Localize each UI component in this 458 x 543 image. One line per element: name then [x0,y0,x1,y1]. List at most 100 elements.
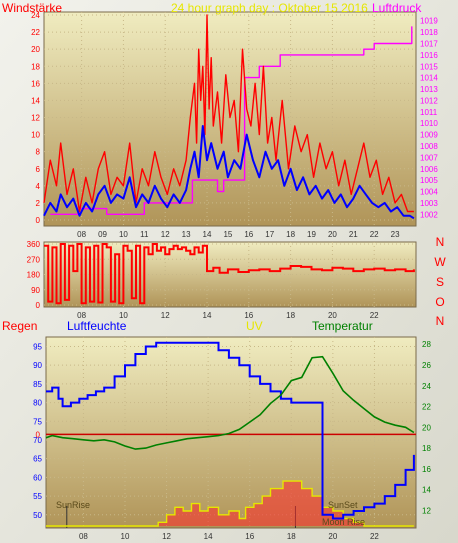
chart-title: 24 hour graph day : Oktober 15 2016 [171,1,368,15]
x-tick-label: 17 [265,230,274,239]
x-tick-label: 10 [119,230,128,239]
wind-tick-label: 20 [31,45,40,54]
gust-line [43,14,414,213]
pressure-tick-label: 1012 [420,96,438,105]
x-tick-label: 14 [203,230,212,239]
x-tick-label: 08 [79,532,88,541]
x-tick-label: 13 [182,230,191,239]
x-tick-label: 22 [370,230,379,239]
temperature-tick-label: 14 [422,486,431,495]
x-tick-label: 20 [328,230,337,239]
direction-tick-label: 270 [27,255,41,264]
x-tick-label: 18 [287,532,296,541]
humidity-tick-label: 90 [33,361,42,370]
uv-line [46,480,414,527]
x-tick-label: 16 [244,230,253,239]
sunrise-annotation: SunRise [56,500,90,510]
compass-label: O [435,295,444,309]
pressure-tick-label: 1011 [420,108,438,117]
x-tick-label: 15 [223,230,232,239]
pressure-tick-label: 1013 [420,85,438,94]
pressure-ticks: 1002 1003 1004 1005 1006 1007 1008 1009 1010 1011… [420,17,438,220]
humidity-label: Luftfeuchte [67,319,127,333]
direction-line [44,243,415,305]
wind-tick-label: 6 [36,165,41,174]
compass-label: N [436,314,445,328]
wind-tick-label: 2 [36,199,41,208]
pressure-tick-label: 1015 [420,62,438,71]
wind-direction-series [44,243,415,305]
wind-tick-label: 0 [36,216,41,225]
humidity-line [46,341,415,520]
direction-tick-label: 90 [31,286,40,295]
sunset-annotation: SunSet [328,500,358,510]
humidity-tick-label: 70 [33,436,42,445]
pressure-tick-label: 1002 [420,210,438,219]
humidity-tick-label: 55 [33,492,42,501]
wind-tick-label: 14 [31,96,40,105]
temperature-tick-label: 16 [422,465,431,474]
direction-tick-label: 0 [36,301,41,310]
x-tick-label: 20 [328,311,337,320]
direction-tick-label: 360 [27,240,41,249]
x-tick-label: 08 [77,311,86,320]
pressure-tick-label: 1004 [420,188,438,197]
x-tick-label: 16 [245,532,254,541]
pressure-tick-label: 1014 [420,74,438,83]
wind-tick-label: 4 [36,182,41,191]
humidity-tick-label: 95 [33,342,42,351]
wind-x-ticks: 08 10 12 14 16 18 20 22 09 11 13 15 17 19 21 23 [77,230,400,239]
wind-tick-label: 24 [31,11,40,20]
pressure-line [50,26,413,215]
humidity-tick-label: 60 [33,473,42,482]
x-tick-label: 09 [98,230,107,239]
x-tick-label: 12 [161,230,170,239]
pressure-tick-label: 1010 [420,119,438,128]
x-tick-label: 12 [161,311,170,320]
wind-tick-label: 12 [31,114,40,123]
wind-pressure-series [43,14,415,220]
pressure-tick-label: 1007 [420,153,438,162]
pressure-axis-label: Luftdruck [372,1,422,15]
wind-direction-panel [43,241,417,308]
x-tick-label: 23 [391,230,400,239]
x-tick-label: 14 [203,311,212,320]
compass-label: N [436,235,445,249]
x-tick-label: 21 [349,230,358,239]
x-tick-label: 18 [286,311,295,320]
temperature-ticks: 12 14 16 18 20 22 24 26 28 [422,340,431,515]
wind-line [43,125,415,220]
rain-tick-label: 0 [36,430,41,439]
temperature-tick-label: 18 [422,444,431,453]
x-tick-label: 10 [121,532,130,541]
wind-tick-label: 18 [31,62,40,71]
temperature-tick-label: 22 [422,403,431,412]
pressure-tick-label: 1009 [420,131,438,140]
pressure-tick-label: 1017 [420,39,438,48]
wind-tick-label: 10 [31,131,40,140]
temperature-label: Temperatur [312,319,373,333]
x-tick-label: 20 [328,532,337,541]
humidity-tick-label: 75 [33,417,42,426]
temperature-tick-label: 12 [422,506,431,515]
pressure-tick-label: 1003 [420,199,438,208]
wind-speed-axis-label: Windstärke [2,1,62,15]
climate-series [45,341,416,528]
humidity-ticks: 50 55 60 65 70 75 80 85 90 95 0 [33,342,42,519]
humidity-tick-label: 80 [33,399,42,408]
pressure-tick-label: 1018 [420,28,438,37]
direction-x-ticks: 08 10 12 14 16 18 20 22 [77,311,379,320]
x-tick-label: 08 [77,230,86,239]
x-tick-label: 11 [140,230,149,239]
temperature-line [45,355,415,450]
x-tick-label: 14 [204,532,213,541]
rain-label: Regen [2,319,37,333]
x-tick-label: 10 [119,311,128,320]
humidity-tick-label: 50 [33,511,42,520]
temperature-tick-label: 24 [422,382,431,391]
temperature-tick-label: 26 [422,361,431,370]
compass-label: S [436,275,444,289]
